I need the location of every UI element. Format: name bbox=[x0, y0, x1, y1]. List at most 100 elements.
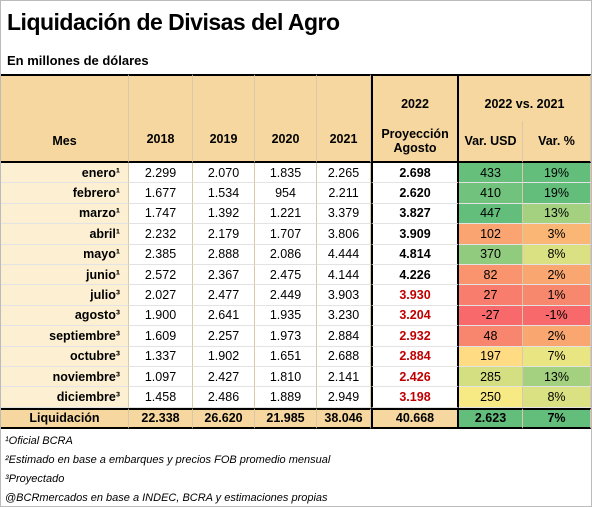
value-cell: 3.204 bbox=[371, 305, 459, 327]
value-cell: 1.889 bbox=[255, 387, 317, 408]
value-cell: -1% bbox=[523, 305, 591, 327]
value-cell: 27 bbox=[459, 285, 523, 306]
value-cell: 433 bbox=[459, 163, 523, 184]
value-cell: 3.827 bbox=[371, 203, 459, 225]
value-cell: 13% bbox=[523, 367, 591, 388]
value-cell: 1.707 bbox=[255, 224, 317, 245]
subtitle: En millones de dólares bbox=[7, 53, 149, 68]
value-cell: 4.226 bbox=[371, 265, 459, 286]
total-cell: 40.668 bbox=[371, 407, 459, 429]
header-cell bbox=[1, 74, 129, 121]
value-cell: 2.888 bbox=[193, 244, 255, 265]
value-cell: 2.427 bbox=[193, 367, 255, 388]
title: Liquidación de Divisas del Agro bbox=[7, 9, 340, 35]
value-cell: 1.534 bbox=[193, 183, 255, 204]
header-cell: Mes bbox=[1, 121, 129, 163]
value-cell: 1.337 bbox=[129, 346, 193, 367]
header-cell: 2018 bbox=[129, 74, 193, 163]
month-label: septiembre³ bbox=[1, 326, 129, 347]
value-cell: 3.379 bbox=[317, 203, 371, 225]
month-label: marzo¹ bbox=[1, 203, 129, 225]
value-cell: 2.070 bbox=[193, 163, 255, 184]
value-cell: 19% bbox=[523, 183, 591, 204]
value-cell: 3.806 bbox=[317, 224, 371, 245]
header-cell: 2020 bbox=[255, 74, 317, 163]
month-label: abril¹ bbox=[1, 224, 129, 245]
value-cell: 4.144 bbox=[317, 265, 371, 286]
header-cell: Var. USD bbox=[459, 121, 523, 163]
value-cell: 2.486 bbox=[193, 387, 255, 408]
header-cell: 2019 bbox=[193, 74, 255, 163]
value-cell: 285 bbox=[459, 367, 523, 388]
header-cell: 2021 bbox=[317, 74, 371, 163]
total-cell: 21.985 bbox=[255, 407, 317, 429]
value-cell: 19% bbox=[523, 163, 591, 184]
value-cell: 1.835 bbox=[255, 163, 317, 184]
value-cell: 1.900 bbox=[129, 305, 193, 327]
month-label: agosto³ bbox=[1, 305, 129, 327]
value-cell: 250 bbox=[459, 387, 523, 408]
value-cell: 410 bbox=[459, 183, 523, 204]
total-cell: 38.046 bbox=[317, 407, 371, 429]
value-cell: 2.232 bbox=[129, 224, 193, 245]
value-cell: 2.884 bbox=[371, 346, 459, 367]
value-cell: 2.367 bbox=[193, 265, 255, 286]
value-cell: 82 bbox=[459, 265, 523, 286]
total-cell: 2.623 bbox=[459, 407, 523, 429]
month-label: julio³ bbox=[1, 285, 129, 306]
value-cell: 4.444 bbox=[317, 244, 371, 265]
value-cell: 1.097 bbox=[129, 367, 193, 388]
value-cell: 1.747 bbox=[129, 203, 193, 225]
value-cell: 3.930 bbox=[371, 285, 459, 306]
footnote: @BCRmercados en base a INDEC, BCRA y est… bbox=[5, 491, 328, 504]
value-cell: 3.198 bbox=[371, 387, 459, 408]
value-cell: 1.458 bbox=[129, 387, 193, 408]
value-cell: 2.477 bbox=[193, 285, 255, 306]
value-cell: 48 bbox=[459, 326, 523, 347]
value-cell: 2.949 bbox=[317, 387, 371, 408]
footnote: ²Estimado en base a embarques y precios … bbox=[5, 453, 331, 466]
value-cell: 2.299 bbox=[129, 163, 193, 184]
value-cell: 2.086 bbox=[255, 244, 317, 265]
value-cell: 1.902 bbox=[193, 346, 255, 367]
month-label: febrero¹ bbox=[1, 183, 129, 204]
value-cell: 2.027 bbox=[129, 285, 193, 306]
value-cell: 2.141 bbox=[317, 367, 371, 388]
value-cell: 2.698 bbox=[371, 163, 459, 184]
value-cell: 4.814 bbox=[371, 244, 459, 265]
total-cell: 22.338 bbox=[129, 407, 193, 429]
value-cell: 1.221 bbox=[255, 203, 317, 225]
value-cell: 3.909 bbox=[371, 224, 459, 245]
value-cell: 13% bbox=[523, 203, 591, 225]
value-cell: 370 bbox=[459, 244, 523, 265]
value-cell: 2.884 bbox=[317, 326, 371, 347]
total-cell: 26.620 bbox=[193, 407, 255, 429]
value-cell: 2.688 bbox=[317, 346, 371, 367]
month-label: octubre³ bbox=[1, 346, 129, 367]
value-cell: 197 bbox=[459, 346, 523, 367]
footnote: ¹Oficial BCRA bbox=[5, 434, 73, 447]
header-cell: Proyección Agosto bbox=[371, 121, 459, 163]
value-cell: 2.265 bbox=[317, 163, 371, 184]
month-label: diciembre³ bbox=[1, 387, 129, 408]
value-cell: -27 bbox=[459, 305, 523, 327]
value-cell: 8% bbox=[523, 387, 591, 408]
value-cell: 7% bbox=[523, 346, 591, 367]
value-cell: 2.449 bbox=[255, 285, 317, 306]
month-label: enero¹ bbox=[1, 163, 129, 184]
value-cell: 1.651 bbox=[255, 346, 317, 367]
footnote: ³Proyectado bbox=[5, 472, 65, 485]
value-cell: 3% bbox=[523, 224, 591, 245]
value-cell: 2% bbox=[523, 265, 591, 286]
value-cell: 1.392 bbox=[193, 203, 255, 225]
value-cell: 2.641 bbox=[193, 305, 255, 327]
value-cell: 1.609 bbox=[129, 326, 193, 347]
header-cell: 2022 bbox=[371, 74, 459, 121]
value-cell: 2.211 bbox=[317, 183, 371, 204]
month-label: junio¹ bbox=[1, 265, 129, 286]
value-cell: 2.572 bbox=[129, 265, 193, 286]
value-cell: 2.620 bbox=[371, 183, 459, 204]
total-cell: 7% bbox=[523, 407, 591, 429]
value-cell: 1.973 bbox=[255, 326, 317, 347]
